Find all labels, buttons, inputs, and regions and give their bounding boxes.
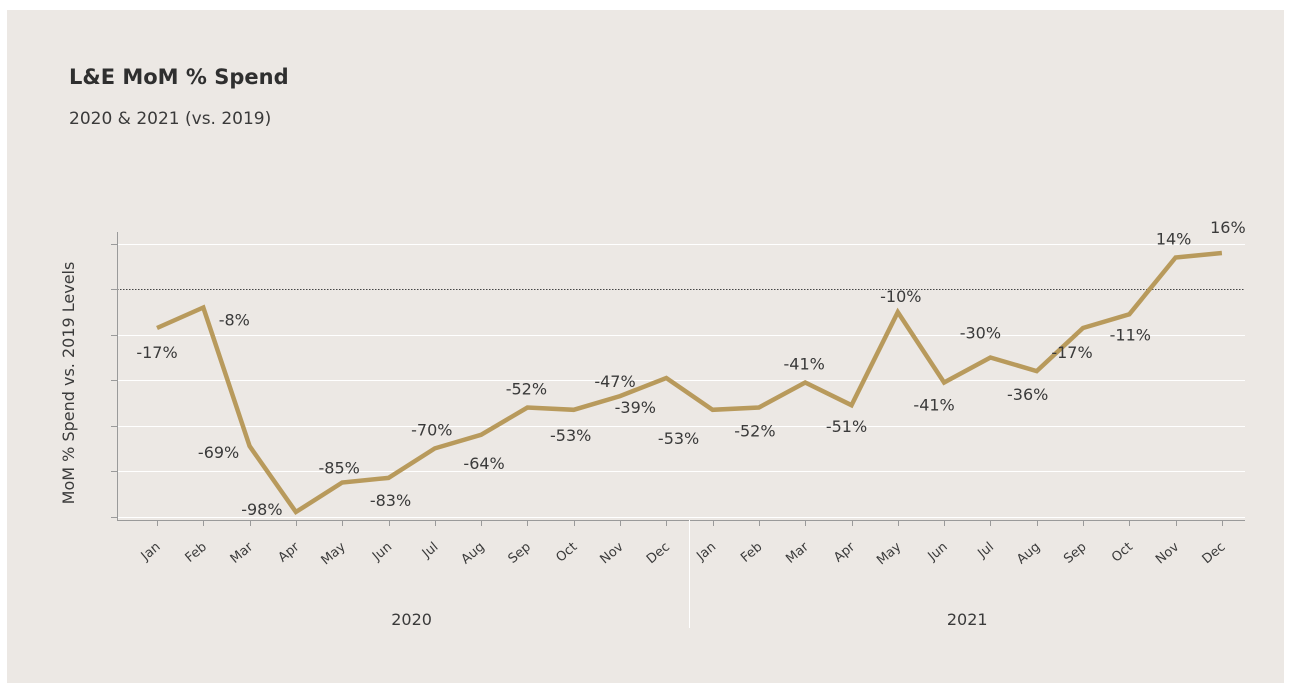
- x-tick-label: May: [874, 539, 904, 568]
- x-tick-label: Jun: [369, 540, 395, 565]
- x-tick-label: Aug: [1014, 540, 1043, 568]
- data-label: 14%: [1156, 230, 1192, 249]
- x-tick-label: Jul: [419, 540, 441, 562]
- x-tick-label: Jan: [693, 540, 719, 565]
- chart-card: [7, 10, 1284, 683]
- x-tick-label: Sep: [506, 540, 534, 567]
- data-label: -85%: [319, 459, 360, 478]
- x-tick-label: Oct: [1109, 540, 1136, 566]
- x-tick-label: Jun: [925, 540, 951, 565]
- data-label: -11%: [1110, 325, 1151, 344]
- x-tick-label: Feb: [183, 540, 210, 566]
- data-label: -52%: [506, 380, 547, 399]
- x-tick-label: Mar: [783, 539, 812, 567]
- data-label: -70%: [411, 420, 452, 439]
- x-tick-label: Jul: [975, 540, 997, 562]
- x-tick-label: Dec: [644, 540, 673, 568]
- data-label: -36%: [1007, 385, 1048, 404]
- data-label: -53%: [550, 426, 591, 445]
- x-tick-label: Jan: [138, 540, 164, 565]
- data-label: -8%: [219, 311, 250, 330]
- x-tick-label: Nov: [597, 539, 626, 567]
- x-tick-label: Feb: [738, 540, 765, 566]
- data-label: -17%: [136, 343, 177, 362]
- data-label: -39%: [615, 398, 656, 417]
- x-tick-label: Sep: [1061, 540, 1089, 567]
- year-group-label: 2020: [391, 610, 432, 629]
- data-label: -41%: [784, 355, 825, 374]
- data-label: -69%: [198, 443, 239, 462]
- x-tick-label: Apr: [276, 539, 303, 565]
- y-axis-label: MoM % Spend vs. 2019 Levels: [59, 262, 78, 505]
- chart-subtitle: 2020 & 2021 (vs. 2019): [69, 109, 272, 129]
- x-tick-label: May: [319, 539, 349, 568]
- year-group-label: 2021: [947, 610, 988, 629]
- chart-title: L&E MoM % Spend: [69, 65, 289, 89]
- data-label: -98%: [241, 500, 282, 519]
- data-label: -10%: [880, 287, 921, 306]
- data-label: -17%: [1051, 343, 1092, 362]
- data-label: -52%: [734, 422, 775, 441]
- x-tick-label: Aug: [459, 540, 488, 568]
- x-tick-label: Apr: [831, 539, 858, 565]
- x-tick-label: Dec: [1200, 540, 1229, 568]
- data-label: -30%: [960, 324, 1001, 343]
- x-tick-label: Mar: [228, 539, 257, 567]
- x-tick-label: Nov: [1153, 539, 1182, 567]
- data-label: -51%: [826, 417, 867, 436]
- data-label: -47%: [594, 372, 635, 391]
- x-tick-label: Oct: [553, 540, 580, 566]
- data-label: 16%: [1210, 218, 1246, 237]
- data-label: -64%: [463, 454, 504, 473]
- data-label: -83%: [370, 491, 411, 510]
- data-label: -53%: [658, 429, 699, 448]
- series-line: [156, 250, 1223, 516]
- data-label: -41%: [913, 396, 954, 415]
